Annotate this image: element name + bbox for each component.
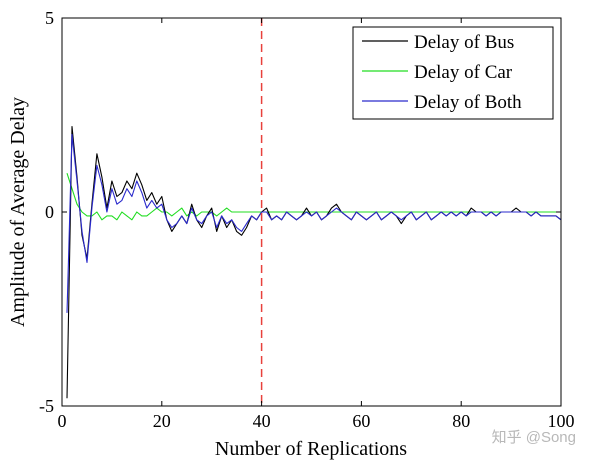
x-tick-label: 100 [548,411,575,431]
legend-box [352,26,554,120]
plot-area [66,18,562,406]
x-tick-label: 60 [352,411,370,431]
series-line-delay-of-both [66,133,562,313]
watermark: 知乎 @Song [492,429,576,446]
y-tick-label: 0 [45,202,54,222]
y-tick-label: -5 [39,396,54,416]
x-tick-label: 0 [58,411,67,431]
y-tick-label: 5 [45,8,54,28]
x-tick-label: 20 [153,411,171,431]
legend-label: Delay of Both [414,92,522,113]
x-tick-label: 40 [253,411,271,431]
legend: Delay of Bus Delay of Car Delay of Both [352,26,554,120]
x-axis-label: Number of Replications [215,438,407,460]
legend-label: Delay of Car [414,62,513,83]
y-axis-label: Amplitude of Average Delay [7,97,29,327]
x-tick-label: 80 [452,411,470,431]
axis-ticks: 0 20 40 60 80 100-505 [39,8,575,431]
legend-label: Delay of Bus [414,32,514,53]
